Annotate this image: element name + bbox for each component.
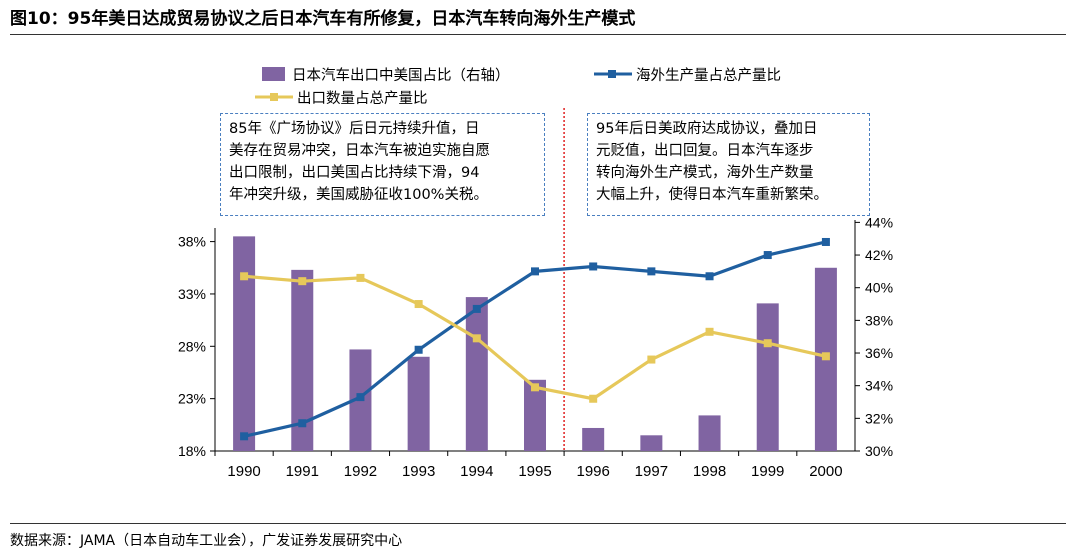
legend-label-bar: 日本汽车出口中美国占比（右轴）	[292, 67, 510, 84]
x-tick-label: 1996	[576, 463, 609, 480]
bar-export-us-share	[291, 269, 314, 451]
point-overseas-production	[240, 432, 249, 441]
x-tick-label: 1998	[693, 463, 726, 480]
source-note: 数据来源：JAMA（日本自动车工业会），广发证券发展研究中心	[10, 533, 403, 549]
point-overseas-production	[647, 267, 656, 276]
annotation-left-line: 85年《广场协议》后日元持续升值，日	[229, 121, 480, 137]
point-overseas-production	[298, 419, 307, 428]
x-tick-label: 1997	[635, 463, 668, 480]
right-tick-label: 38%	[865, 312, 893, 328]
left-tick-label: 33%	[178, 286, 206, 302]
point-overseas-production	[531, 267, 539, 276]
bar-export-us-share	[524, 379, 546, 451]
bar-export-us-share	[465, 297, 488, 451]
legend-swatch-bar	[262, 67, 285, 81]
right-tick-label: 30%	[865, 443, 893, 459]
point-export-quantity	[472, 334, 481, 343]
x-tick-label: 1995	[518, 463, 551, 480]
right-tick-label: 40%	[865, 280, 893, 296]
x-tick-label: 1999	[751, 463, 784, 480]
point-overseas-production	[821, 237, 830, 246]
x-tick-label: 2000	[809, 463, 842, 480]
point-overseas-production	[589, 262, 598, 271]
figure-title: 图10：95年美日达成贸易协议之后日本汽车有所修复，日本汽车转向海外生产模式	[10, 9, 636, 29]
source-rule	[10, 523, 1066, 524]
point-export-quantity	[298, 277, 307, 286]
point-export-quantity	[356, 273, 365, 282]
point-export-quantity	[240, 272, 249, 281]
x-tick-label: 1992	[344, 463, 377, 480]
point-overseas-production	[705, 272, 714, 281]
annotation-right-line: 95年后日美政府达成协议，叠加日	[596, 121, 818, 137]
legend-label-export: 出口数量占总产量比	[297, 90, 428, 107]
annotation-right: 95年后日美政府达成协议，叠加日 元贬值，出口回复。日本汽车逐步 转向海外生产模…	[587, 113, 870, 216]
right-tick-label: 42%	[865, 247, 893, 263]
legend-label-overseas: 海外生产量占总产量比	[636, 67, 781, 84]
point-export-quantity	[589, 394, 598, 403]
annotation-left: 85年《广场协议》后日元持续升值，日 美存在贸易冲突，日本汽车被迫实施自愿 出口…	[220, 113, 545, 216]
left-tick-label: 23%	[178, 391, 206, 407]
point-export-quantity	[821, 352, 830, 361]
annotation-left-line: 美存在贸易冲突，日本汽车被迫实施自愿	[229, 143, 490, 159]
point-export-quantity	[647, 355, 656, 364]
left-tick-label: 28%	[178, 338, 206, 354]
bar-export-us-share	[756, 303, 779, 451]
legend-marker-export	[270, 93, 278, 101]
legend-marker-overseas	[608, 70, 616, 78]
point-export-quantity	[763, 339, 772, 348]
bar-export-us-share	[407, 356, 430, 451]
bar-export-us-share	[640, 435, 663, 451]
point-overseas-production	[763, 251, 772, 260]
bar-export-us-share	[582, 427, 605, 451]
left-tick-label: 38%	[178, 234, 206, 250]
x-tick-label: 1994	[460, 463, 493, 480]
point-overseas-production	[414, 345, 423, 354]
x-tick-label: 1990	[227, 463, 260, 480]
annotation-right-line: 元贬值，出口回复。日本汽车逐步	[596, 143, 814, 159]
x-tick-label: 1993	[402, 463, 435, 480]
x-tick-label: 1991	[286, 463, 319, 480]
point-overseas-production	[472, 304, 481, 313]
point-export-quantity	[531, 383, 539, 392]
left-tick-label: 18%	[178, 443, 206, 459]
point-export-quantity	[705, 327, 714, 336]
bar-export-us-share	[233, 236, 256, 451]
right-tick-label: 32%	[865, 410, 893, 426]
right-tick-label: 44%	[865, 214, 893, 230]
right-tick-label: 34%	[865, 378, 893, 394]
point-export-quantity	[414, 300, 423, 309]
plot-area: 38% 33% 28% 23% 18% 44% 42% 40% 38% 36% 34% 32% 30% 1…	[178, 108, 893, 480]
annotation-right-line: 大幅上升，使得日本汽车重新繁荣。	[596, 187, 828, 203]
bar-export-us-share	[698, 415, 721, 451]
annotation-right-line: 转向海外生产模式，海外生产数量	[596, 165, 814, 181]
right-tick-label: 36%	[865, 345, 893, 361]
annotation-left-line: 年冲突升级，美国威胁征收100%关税。	[229, 187, 488, 203]
title-rule	[10, 34, 1066, 35]
chart-legend: 日本汽车出口中美国占比（右轴） 海外生产量占总产量比 出口数量占总产量比	[255, 67, 781, 107]
point-overseas-production	[356, 393, 365, 402]
annotation-left-line: 出口限制，出口美国占比持续下滑，94	[229, 165, 480, 181]
